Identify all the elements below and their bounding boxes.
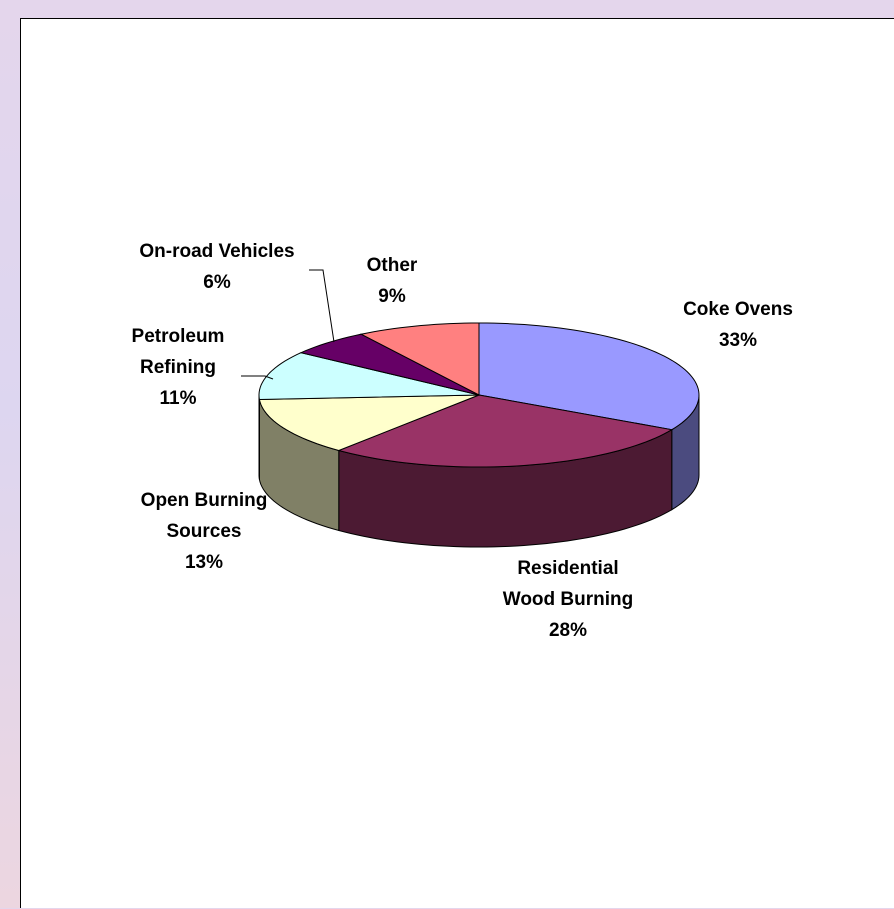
slice-percent-label: 11% — [160, 388, 197, 409]
chart-panel: Coke Ovens 33% Residential Wood Burning 28% O… — [20, 18, 894, 908]
slice-label-4: On-road Vehicles 6% — [139, 241, 294, 293]
slice-label-0: Coke Ovens 33% — [683, 299, 793, 351]
slice-label-5: Other 9% — [367, 255, 418, 307]
slice-name-label: On-road Vehicles — [139, 241, 294, 262]
slice-percent-label: 9% — [378, 286, 406, 307]
slice-name-label: Sources — [167, 521, 242, 542]
slice-name-label: Refining — [140, 357, 216, 378]
slice-label-3: Petroleum Refining 11% — [132, 326, 225, 409]
leader-line-4 — [309, 270, 334, 342]
slice-name-label: Other — [367, 255, 418, 276]
slice-name-label: Open Burning — [141, 490, 268, 511]
slice-percent-label: 33% — [719, 330, 757, 351]
slice-percent-label: 13% — [185, 552, 223, 573]
slice-label-2: Open Burning Sources 13% — [141, 490, 268, 573]
slice-name-label: Petroleum — [132, 326, 225, 347]
slice-percent-label: 28% — [549, 620, 587, 641]
slice-percent-label: 6% — [203, 272, 231, 293]
slice-label-1: Residential Wood Burning 28% — [503, 558, 634, 641]
slice-name-label: Residential — [517, 558, 618, 579]
pie-tops — [259, 323, 699, 467]
slice-name-label: Coke Ovens — [683, 299, 793, 320]
slice-name-label: Wood Burning — [503, 589, 634, 610]
pie-chart: Coke Ovens 33% Residential Wood Burning 28% O… — [21, 19, 894, 909]
